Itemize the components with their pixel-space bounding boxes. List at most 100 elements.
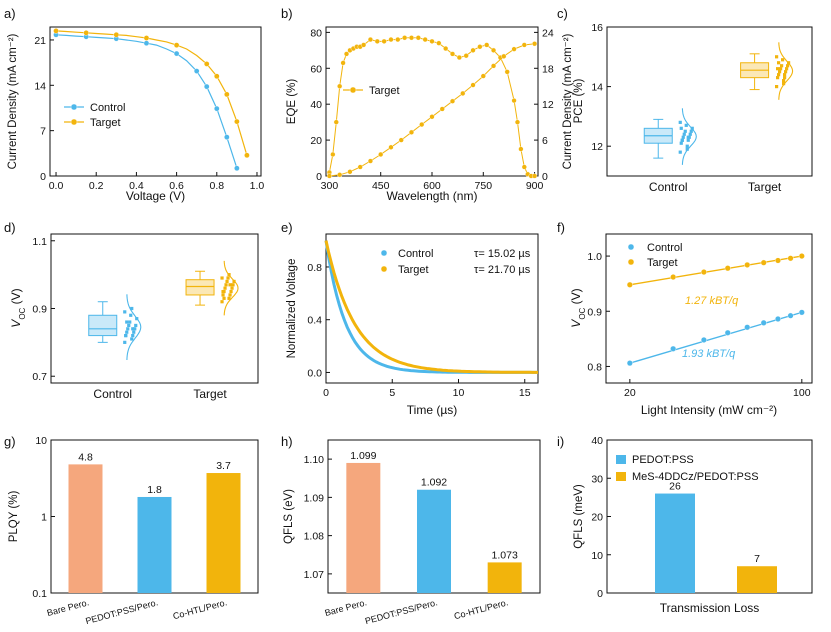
y2-tick-label: 0 [542, 171, 548, 183]
y2-tick-label: 24 [542, 27, 554, 39]
plot-frame [325, 26, 539, 177]
box-point [685, 147, 689, 151]
legend-label: Target [647, 257, 678, 269]
x-tick-label: 15 [519, 387, 531, 399]
y-tick-label: 12 [591, 141, 603, 153]
voc-point-control [700, 336, 707, 343]
eqe-point [436, 40, 442, 46]
y-tick-label: 14 [34, 80, 46, 92]
voc-point-control [760, 319, 767, 326]
tau-annotation: τ= 21.70 µs [474, 264, 531, 276]
box-point [222, 296, 226, 300]
box-point [775, 85, 779, 89]
box-point [778, 70, 782, 74]
jv-point-target [244, 152, 250, 159]
x-axis-title: Transmission Loss [660, 601, 760, 615]
y-tick-label: 1.07 [304, 569, 325, 581]
x-category-label: Bare Pero. [324, 597, 368, 618]
x-tick-label: 20 [624, 387, 636, 399]
bar-data-label: 1.092 [421, 477, 447, 489]
jsc-point [347, 169, 353, 175]
bar [655, 493, 695, 593]
legend-label: MeS-4DDCz/PEDOT:PSS [632, 471, 759, 483]
box-point [228, 283, 232, 287]
jsc-point [326, 173, 333, 179]
eqe-point [511, 98, 517, 104]
box-point [685, 144, 689, 148]
x-tick-label: 100 [793, 387, 811, 399]
eqe-point [343, 51, 350, 57]
y2-axis-title: Current Density (mA cm⁻²) [562, 33, 574, 169]
bar [417, 489, 451, 593]
x-category-label: Control [93, 387, 132, 401]
voc-point-control [626, 360, 633, 367]
jv-point-target [203, 61, 210, 67]
box-point [679, 126, 683, 130]
box-point [777, 73, 781, 77]
y-tick-label: 30 [591, 473, 603, 485]
y-tick-label: 0.7 [32, 371, 47, 383]
box-point [226, 276, 230, 280]
jsc-point [419, 121, 425, 128]
y-axis-title: VOC (V) [9, 288, 27, 327]
y-tick-label: 0 [597, 588, 603, 600]
panel-label: a) [4, 6, 16, 21]
eqe-point [415, 35, 421, 41]
legend-swatch [616, 455, 626, 464]
eqe-point [518, 146, 524, 152]
x-tick-label: 0.6 [169, 180, 184, 192]
voc-point-control [798, 309, 805, 316]
plot-frame [50, 233, 259, 384]
jsc-point [388, 144, 394, 150]
y-tick-label: 0 [40, 171, 46, 183]
y-axis-title: Normalized Voltage [286, 259, 298, 359]
legend-label: Target [398, 264, 429, 276]
jv-point-target [143, 35, 150, 41]
legend-label: Control [90, 102, 125, 114]
y-axis-title: EQE (%) [286, 79, 298, 125]
box-point [686, 135, 690, 139]
panel-e: 0 5 10 15 0.0 0.4 0.8 Time (µs) Normalized Volta… [281, 220, 539, 417]
jsc-point [408, 129, 415, 135]
x-tick-label: 0 [323, 387, 329, 399]
jv-point-control [203, 83, 210, 90]
jsc-point [480, 73, 486, 79]
panel-label: g) [4, 434, 16, 449]
box-point [230, 286, 234, 290]
voc-point-target [670, 274, 677, 281]
box-point [231, 283, 235, 287]
plot-frame [606, 26, 813, 177]
jsc-point [521, 42, 527, 48]
fit-line-target [629, 255, 802, 286]
box-point [131, 327, 135, 331]
jsc-point [357, 164, 363, 170]
x-tick-label: 750 [475, 180, 493, 192]
jv-curve-control [55, 34, 238, 169]
jv-point-target [53, 28, 59, 34]
jv-point-control [143, 40, 150, 46]
box-point [129, 313, 133, 317]
y-tick-label: 1.1 [32, 236, 47, 248]
jv-point-target [224, 91, 230, 98]
panel-d: 0.7 0.9 1.1 d) VOC (V) Control Target [4, 220, 259, 401]
eqe-point [333, 119, 339, 125]
voc-point-target [700, 269, 707, 276]
box-point [785, 67, 789, 71]
y-tick-label: 80 [310, 27, 322, 39]
legend-marker [70, 118, 78, 126]
jsc-point [490, 63, 497, 69]
bar [68, 464, 103, 593]
jv-point-target [83, 30, 89, 36]
jv-point-control [213, 105, 220, 112]
eqe-point [361, 42, 367, 48]
legend-label: PEDOT:PSS [632, 454, 694, 466]
x-category-label: Bare Pero. [46, 597, 90, 618]
x-tick-label: 0.8 [209, 180, 224, 192]
y-tick-label: 20 [591, 512, 603, 524]
eqe-point [449, 51, 456, 57]
y-tick-label: 0.8 [307, 262, 322, 274]
x-tick-label: 450 [372, 180, 390, 192]
box-point [680, 138, 684, 142]
panel-h: 1.07 1.08 1.09 1.10 QFLS (eV) h) 1.099 Bare Per… [281, 434, 541, 626]
decay-curve-target [324, 240, 538, 374]
